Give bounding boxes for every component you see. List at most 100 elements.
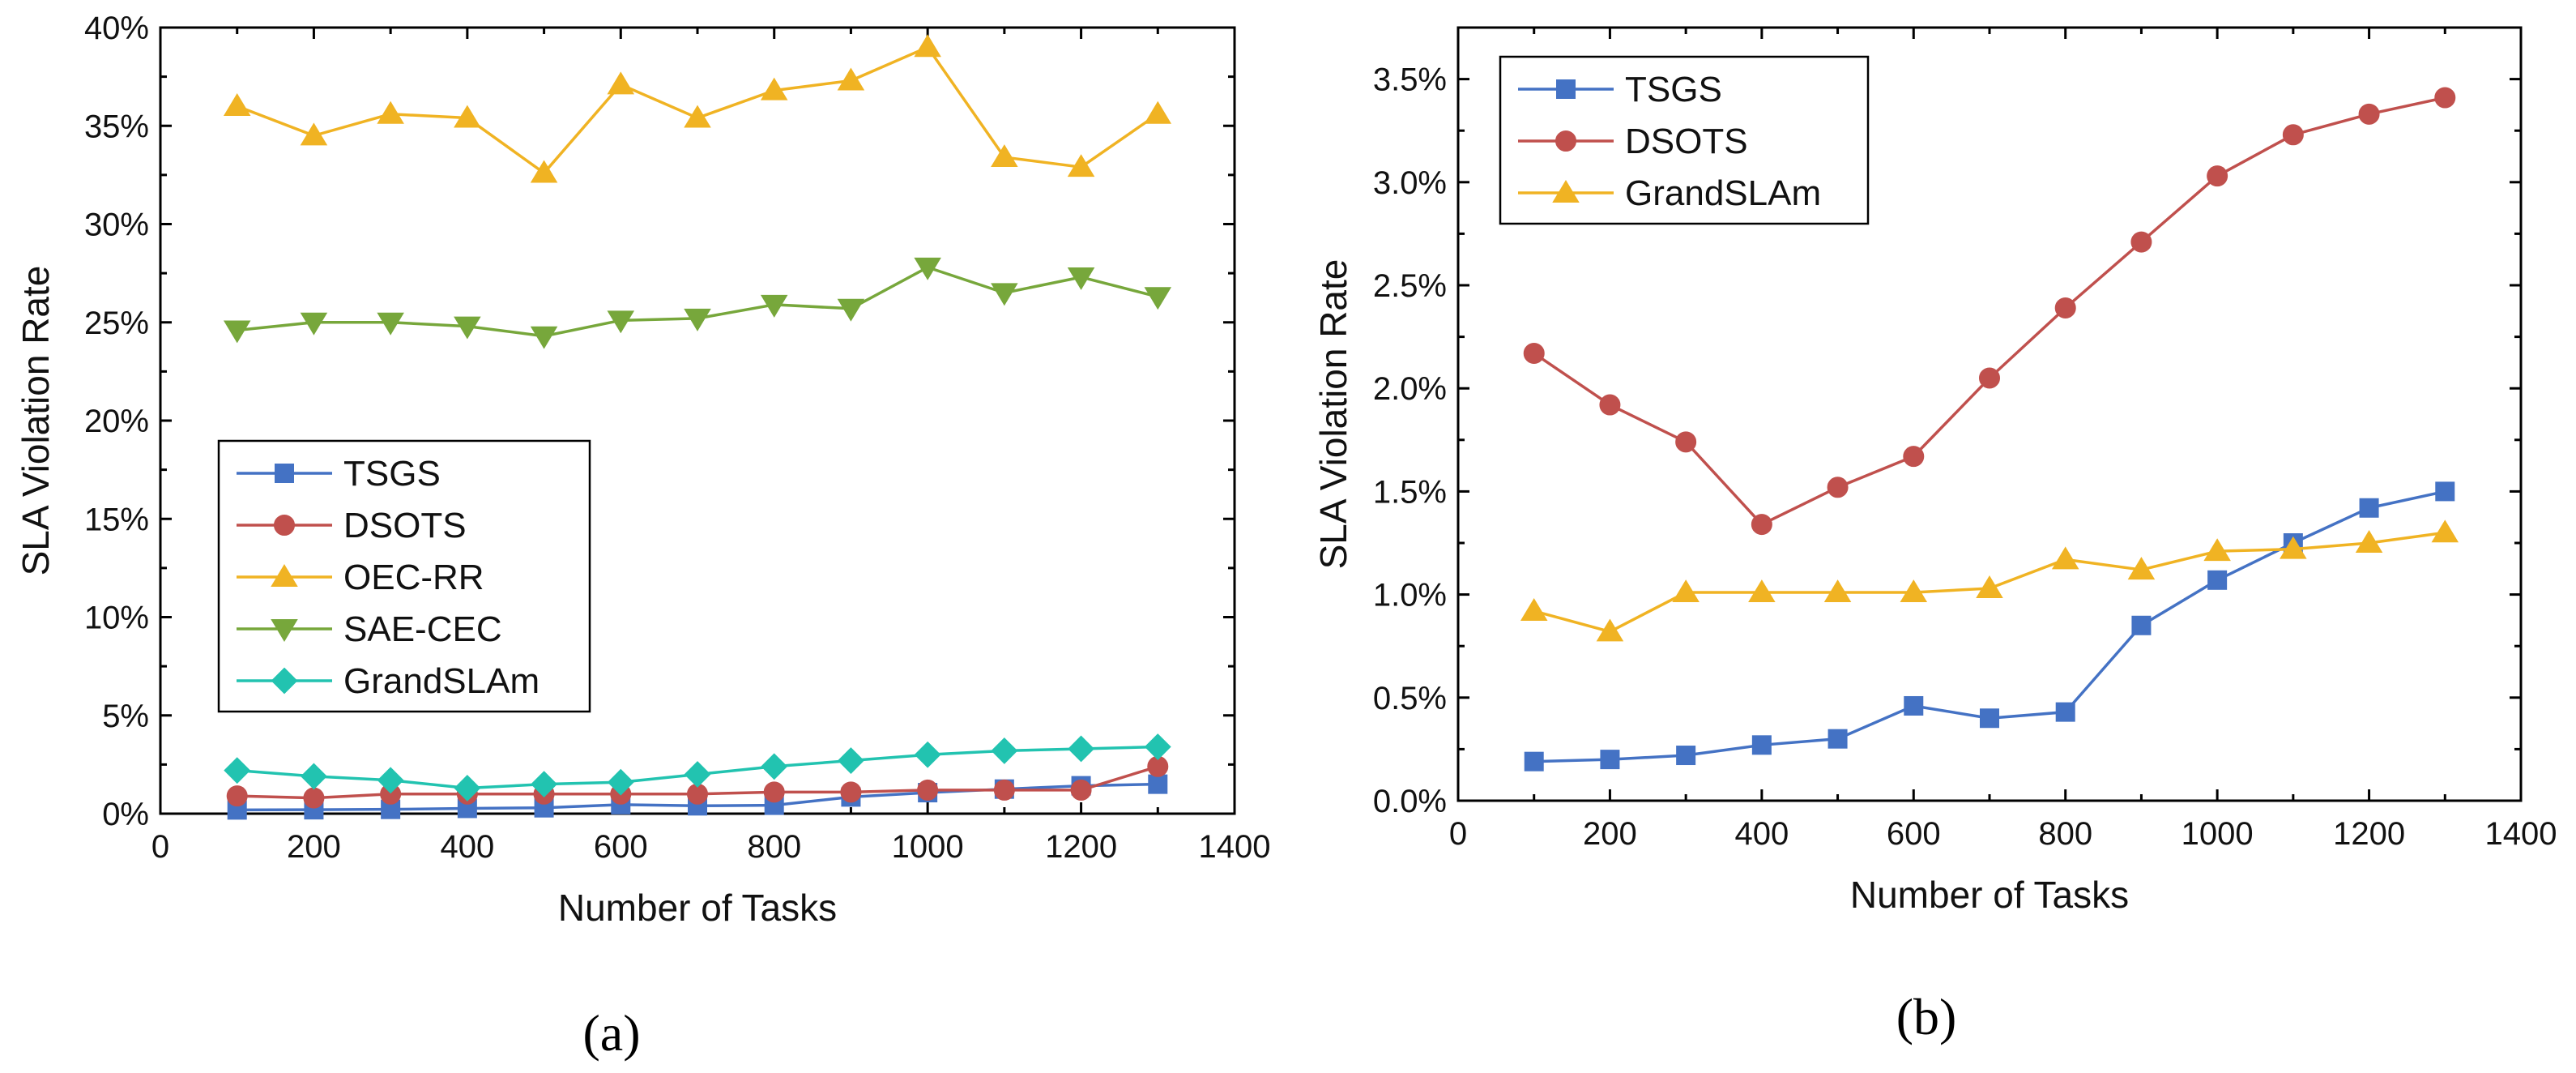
chart-a-y-axis-title: SLA Violation Rate (15, 266, 57, 576)
chart-a-y-tick-label: 10% (84, 601, 149, 636)
chart-b-point-tsgs (2359, 498, 2379, 518)
chart-a-point-sae-cec (1144, 287, 1172, 310)
chart-b-point-tsgs (1980, 708, 1999, 729)
chart-a-point-oec-rr (454, 105, 481, 128)
chart-b-point-dsots (2130, 231, 2152, 253)
chart-a-point-dsots (763, 781, 785, 803)
chart-b-x-tick-label: 400 (1734, 816, 1789, 852)
chart-b-y-tick-label: 1.5% (1373, 474, 1447, 510)
chart-b-legend-marker-tsgs (1556, 79, 1576, 99)
chart-a-y-tick-label: 25% (84, 306, 149, 341)
chart-a-x-tick-label: 0 (151, 829, 169, 865)
chart-b-point-dsots (2434, 87, 2456, 109)
chart-a-point-sae-cec (1067, 267, 1095, 290)
chart-a-point-grandslam (607, 768, 634, 796)
chart-a-y-tick-label: 5% (102, 699, 149, 734)
chart-b-y-tick-label: 0.5% (1373, 681, 1447, 716)
chart-a-point-oec-rr (1067, 154, 1095, 177)
chart-b-point-grandslam (1596, 618, 1624, 642)
chart-a-legend: TSGS DSOTS OEC-RR SAE-CEC GrandSLAm (217, 439, 591, 713)
chart-b-y-tick-label: 3.5% (1373, 62, 1447, 98)
chart-a-point-grandslam (454, 775, 481, 802)
chart-b-point-tsgs (1676, 746, 1696, 766)
chart-b-x-tick-label: 800 (2038, 816, 2092, 852)
chart-a-legend-label-sae-cec: SAE-CEC (343, 609, 502, 649)
chart-b-legend-label-tsgs: TSGS (1625, 70, 1722, 109)
chart-a-y-tick-label: 30% (84, 207, 149, 243)
chart-a-point-oec-rr (837, 67, 865, 91)
chart-b-point-grandslam (2127, 557, 2156, 580)
chart-b-point-grandslam (1900, 579, 1928, 603)
chart-a-point-oec-rr (223, 93, 251, 116)
chart-a-point-grandslam (531, 771, 557, 798)
chart-b-series-tsgs (1524, 481, 2455, 772)
chart-b-point-tsgs (2055, 702, 2075, 722)
chart-a-point-sae-cec (454, 316, 481, 340)
chart-a-point-sae-cec (837, 298, 865, 322)
chart-b-x-tick-label: 1000 (2181, 816, 2254, 852)
chart-a-point-oec-rr (684, 105, 711, 128)
chart-a-point-sae-cec (991, 283, 1018, 306)
panel-label-a: (a) (582, 1004, 640, 1062)
chart-b-point-tsgs (1904, 695, 1924, 716)
chart-a-point-sae-cec (760, 294, 788, 318)
chart-b-point-dsots (1903, 446, 1925, 468)
chart-a-point-sae-cec (377, 312, 404, 336)
chart-a-point-oec-rr (1144, 100, 1172, 124)
chart-b-point-grandslam (2051, 546, 2079, 570)
panel-label-b: (b) (1896, 988, 1957, 1045)
chart-a: 0 200 400 600 800 1000 1200 1400 0% 5% 10% 15% 20% 25… (15, 11, 1270, 929)
chart-b-y-tick-label: 1.0% (1373, 578, 1447, 613)
chart-a-x-tick-label: 1400 (1199, 829, 1271, 865)
chart-b-legend-label-dsots: DSOTS (1625, 122, 1748, 161)
chart-b-point-tsgs (1600, 750, 1620, 770)
chart-a-point-dsots (993, 779, 1015, 801)
chart-b-x-axis-title: Number of Tasks (1850, 874, 2129, 916)
chart-a-x-tick-label: 1000 (892, 829, 964, 865)
chart-b-y-axis-title: SLA Violation Rate (1312, 259, 1354, 570)
chart-a-point-dsots (840, 781, 862, 803)
chart-b-point-grandslam (1672, 579, 1700, 603)
chart-a-legend-label-tsgs: TSGS (343, 454, 441, 494)
chart-b-point-dsots (2282, 124, 2304, 146)
chart-b-point-grandslam (1748, 579, 1776, 603)
chart-a-point-sae-cec (530, 326, 558, 349)
chart-b-x-tick-label: 1200 (2333, 816, 2405, 852)
chart-a-point-sae-cec (223, 320, 251, 344)
chart-a-point-grandslam (761, 753, 788, 780)
chart-a-legend-marker-oec-rr (271, 564, 298, 587)
chart-b-point-dsots (1827, 477, 1849, 498)
chart-a-series-grandslam (224, 733, 1171, 802)
chart-a-point-grandslam (377, 767, 404, 794)
chart-a-x-axis-title: Number of Tasks (558, 887, 837, 929)
chart-a-point-dsots (917, 779, 939, 801)
chart-a-point-tsgs (1148, 774, 1168, 794)
chart-b-y-tick-label: 2.5% (1373, 268, 1447, 304)
chart-a-y-tick-label: 0% (102, 797, 149, 832)
chart-b-y-tick-label: 2.0% (1373, 371, 1447, 407)
chart-a-point-oec-rr (300, 122, 328, 146)
chart-a-point-oec-rr (914, 34, 941, 58)
chart-a-y-tick-label: 35% (84, 109, 149, 144)
chart-b-point-tsgs (1828, 729, 1848, 749)
chart-b-point-dsots (2207, 165, 2228, 187)
chart-a-point-grandslam (1144, 733, 1171, 760)
chart-a-point-sae-cec (607, 310, 635, 334)
chart-a-point-dsots (1070, 779, 1092, 801)
chart-a-series-sae-cec (223, 257, 1172, 349)
chart-a-point-sae-cec (914, 257, 941, 280)
chart-b-point-tsgs (2131, 615, 2152, 635)
chart-b-point-tsgs (2207, 570, 2228, 590)
chart-a-point-grandslam (301, 763, 327, 790)
chart-b-x-tick-label: 1400 (2485, 816, 2557, 852)
chart-a-point-grandslam (914, 741, 941, 768)
chart-b-legend-label-grandslam: GrandSLAm (1625, 173, 1821, 213)
chart-a-x-tick-label: 1200 (1045, 829, 1117, 865)
chart-b-point-grandslam (2280, 536, 2307, 559)
chart-a-series-oec-rr (223, 34, 1172, 183)
chart-a-legend-marker-tsgs (275, 464, 294, 483)
chart-a-x-tick-label: 400 (440, 829, 494, 865)
chart-a-point-oec-rr (991, 144, 1018, 168)
chart-a-point-grandslam (224, 757, 251, 784)
chart-b-point-grandslam (2203, 538, 2231, 562)
